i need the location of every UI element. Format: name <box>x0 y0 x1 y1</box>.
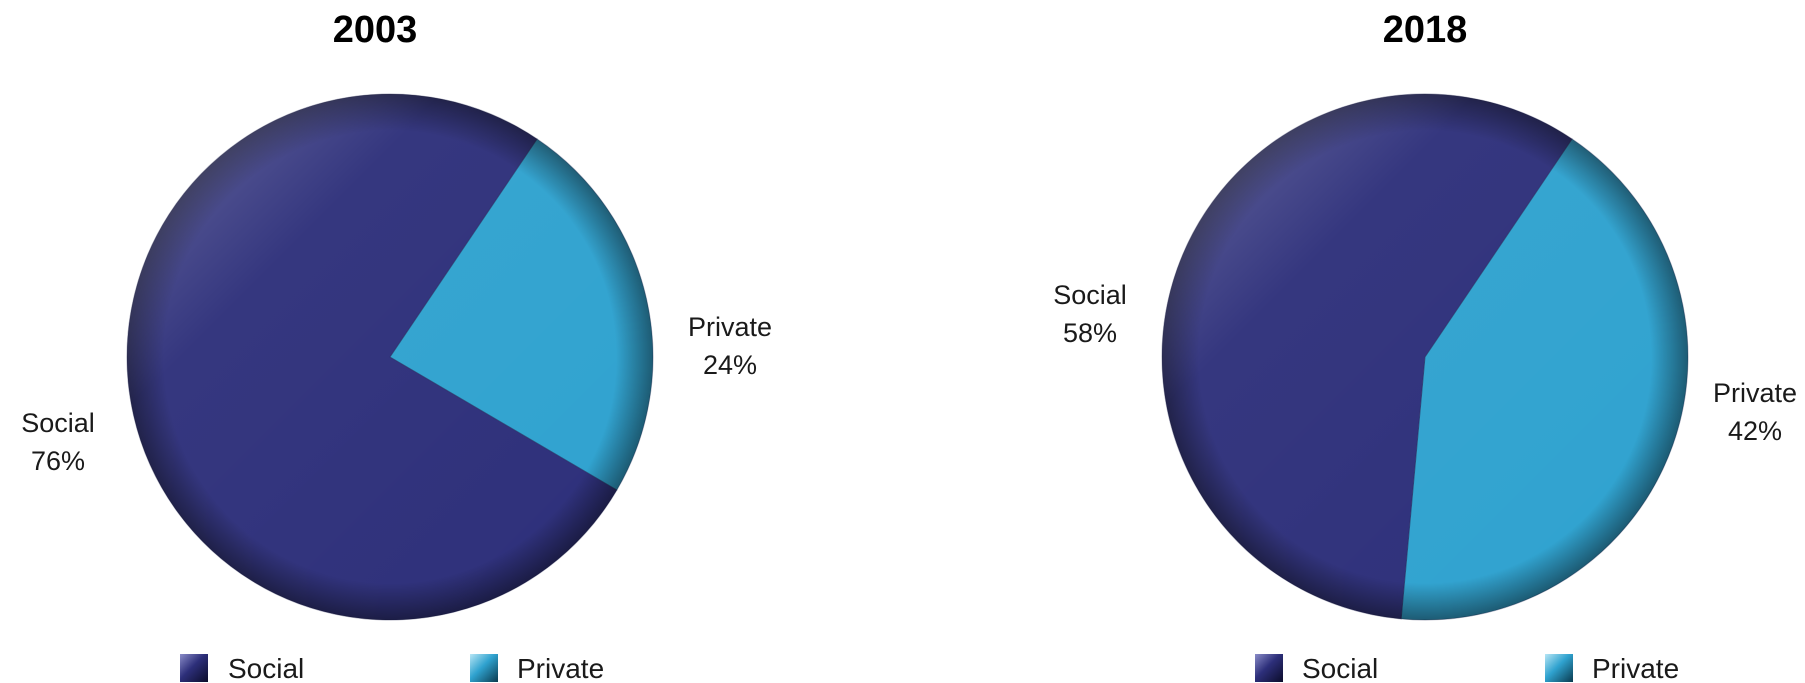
slice-label-social-value: 76% <box>31 446 85 476</box>
legend-swatch-social <box>180 654 208 682</box>
pie-2003-gloss <box>127 94 653 620</box>
pie-2018-gloss <box>1162 94 1688 620</box>
legend-swatch-social <box>1255 654 1283 682</box>
legend-swatch-private <box>470 654 498 682</box>
legend-label-social: Social <box>228 653 304 683</box>
legend-swatch-private <box>1545 654 1573 682</box>
pie-chart-2003: 2003 Social 76% Private 24% Social Priva… <box>21 9 772 683</box>
slice-label-private-value: 42% <box>1728 416 1782 446</box>
legend-2003: Social Private <box>180 653 604 683</box>
slice-label-private-name: Private <box>1713 378 1797 408</box>
slice-label-private-name: Private <box>688 312 772 342</box>
chart-title: 2018 <box>1383 9 1468 51</box>
legend-label-private: Private <box>1592 653 1679 683</box>
slice-label-social-name: Social <box>1053 280 1127 310</box>
legend-label-social: Social <box>1302 653 1378 683</box>
slice-label-private-value: 24% <box>703 350 757 380</box>
chart-title: 2003 <box>333 9 418 51</box>
legend-2018: Social Private <box>1255 653 1679 683</box>
pie-chart-2018: 2018 Social 58% Private 42% Social Priva… <box>1053 9 1797 683</box>
slice-label-social-name: Social <box>21 408 95 438</box>
slice-label-social-value: 58% <box>1063 318 1117 348</box>
legend-label-private: Private <box>517 653 604 683</box>
